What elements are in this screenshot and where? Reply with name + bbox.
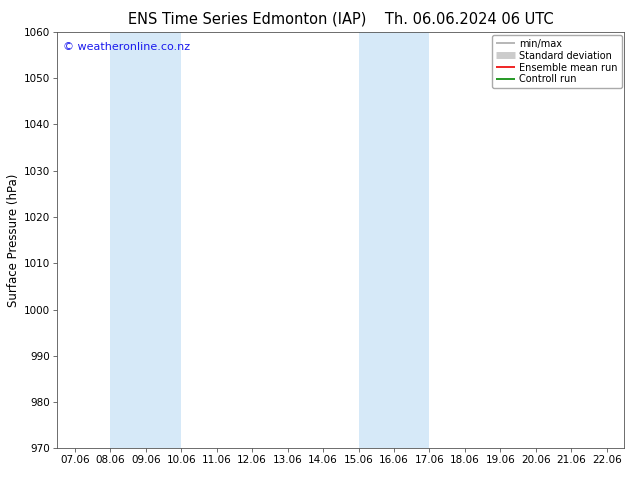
Bar	[110, 32, 181, 448]
Title: ENS Time Series Edmonton (IAP)    Th. 06.06.2024 06 UTC: ENS Time Series Edmonton (IAP) Th. 06.06…	[128, 12, 553, 26]
Text: © weatheronline.co.nz: © weatheronline.co.nz	[63, 42, 190, 52]
Bar	[358, 32, 429, 448]
Y-axis label: Surface Pressure (hPa): Surface Pressure (hPa)	[7, 173, 20, 307]
Legend: min/max, Standard deviation, Ensemble mean run, Controll run: min/max, Standard deviation, Ensemble me…	[492, 35, 621, 88]
